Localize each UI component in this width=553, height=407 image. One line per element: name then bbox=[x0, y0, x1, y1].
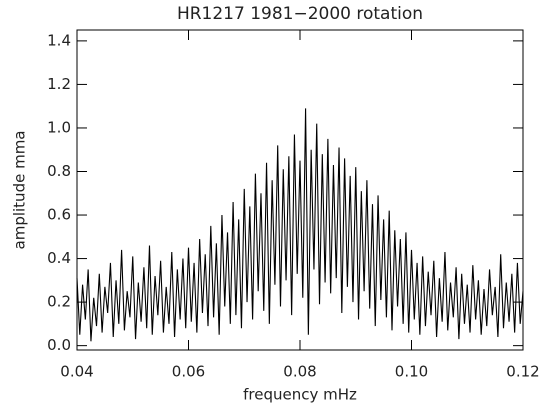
y-tick-label: 1.2 bbox=[47, 75, 71, 93]
plot-frame bbox=[76, 29, 524, 351]
y-tick-label: 0.6 bbox=[47, 206, 71, 224]
data-line bbox=[76, 108, 524, 342]
x-tick-label: 0.08 bbox=[283, 363, 316, 381]
y-tick-label: 0.2 bbox=[47, 293, 71, 311]
y-tick-label: 1.0 bbox=[47, 118, 71, 136]
x-tick-label: 0.10 bbox=[395, 363, 428, 381]
y-tick-label: 0.4 bbox=[47, 249, 71, 267]
y-tick-label: 0.0 bbox=[47, 336, 71, 354]
chart-title: HR1217 1981−2000 rotation bbox=[177, 4, 423, 24]
y-tick-label: 0.8 bbox=[47, 162, 71, 180]
y-axis-label: amplitude mma bbox=[11, 131, 29, 250]
x-tick-label: 0.12 bbox=[506, 363, 539, 381]
x-tick-label: 0.06 bbox=[172, 363, 205, 381]
y-tick-label: 1.4 bbox=[47, 31, 71, 49]
x-axis-label: frequency mHz bbox=[243, 386, 357, 404]
x-tick-label: 0.04 bbox=[60, 363, 93, 381]
